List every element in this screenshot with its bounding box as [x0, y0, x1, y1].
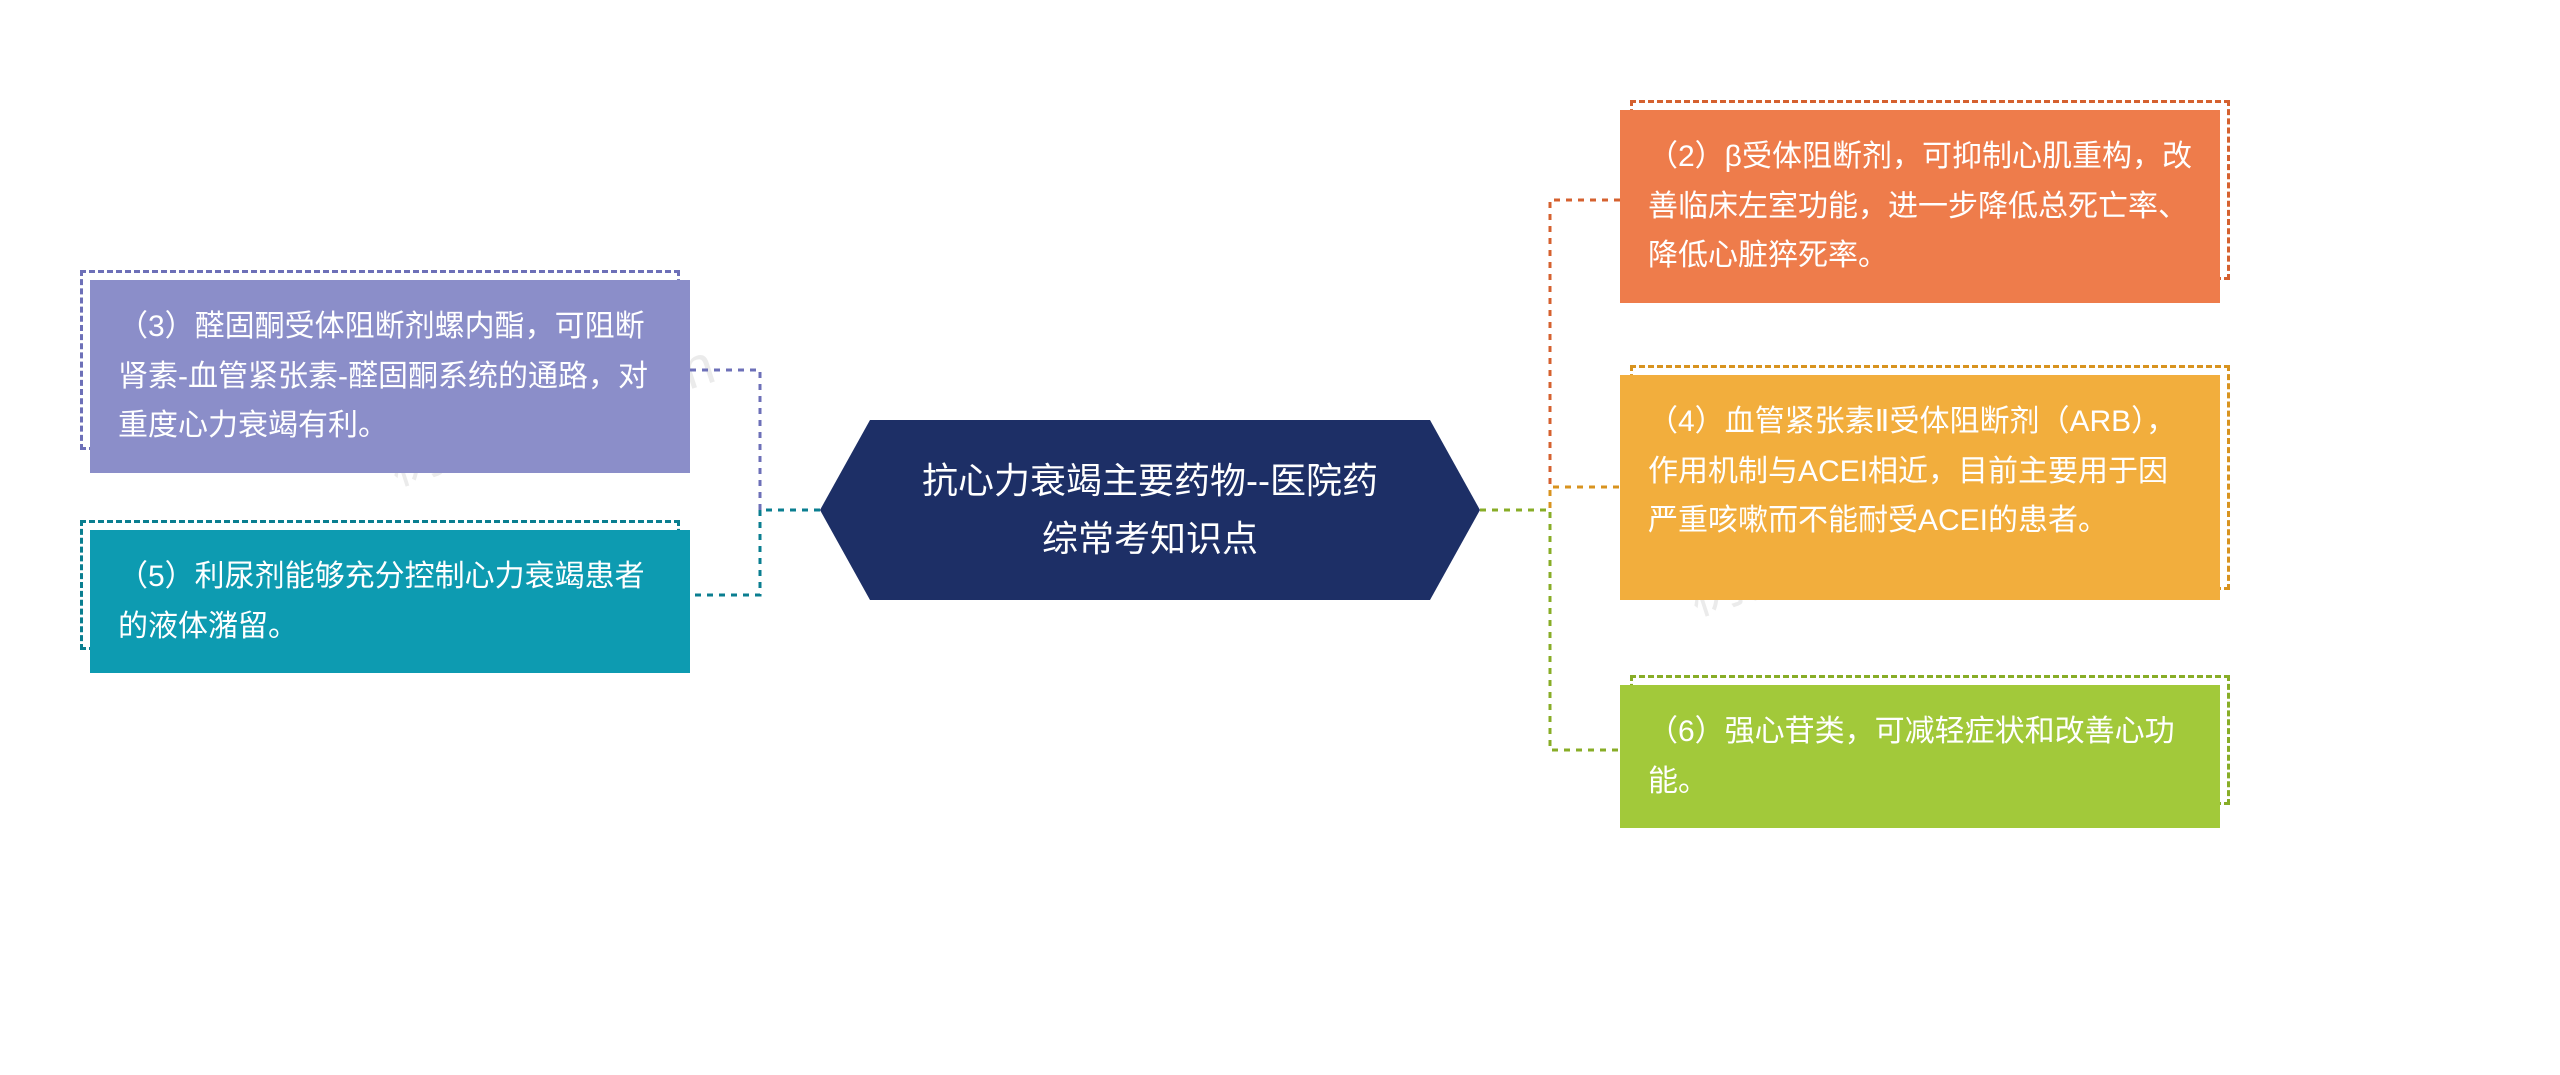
- mindmap-leaf-label: （2）β受体阻断剂，可抑制心肌重构，改善临床左室功能，进一步降低总死亡率、降低心…: [1648, 140, 2192, 272]
- mindmap-leaf: （5）利尿剂能够充分控制心力衰竭患者的液体潴留。: [90, 530, 690, 673]
- mindmap-root: 抗心力衰竭主要药物--医院药综常考知识点: [870, 420, 1430, 600]
- connector: [690, 370, 820, 510]
- connector: [690, 510, 820, 595]
- mindmap-leaf: （2）β受体阻断剂，可抑制心肌重构，改善临床左室功能，进一步降低总死亡率、降低心…: [1620, 110, 2220, 303]
- mindmap-leaf-label: （3）醛固酮受体阻断剂螺内酯，可阻断肾素-血管紧张素-醛固酮系统的通路，对重度心…: [118, 310, 648, 442]
- mindmap-root-label: 抗心力衰竭主要药物--医院药综常考知识点: [910, 452, 1390, 567]
- mindmap-leaf-label: （5）利尿剂能够充分控制心力衰竭患者的液体潴留。: [118, 560, 645, 643]
- connector: [1480, 510, 1620, 750]
- mindmap-leaf-label: （4）血管紧张素Ⅱ受体阻断剂（ARB），作用机制与ACEI相近，目前主要用于因严…: [1648, 405, 2176, 537]
- mindmap-leaf: （3）醛固酮受体阻断剂螺内酯，可阻断肾素-血管紧张素-醛固酮系统的通路，对重度心…: [90, 280, 690, 473]
- mindmap-leaf-label: （6）强心苷类，可减轻症状和改善心功能。: [1648, 715, 2175, 798]
- connector: [1480, 487, 1620, 510]
- mindmap-leaf: （4）血管紧张素Ⅱ受体阻断剂（ARB），作用机制与ACEI相近，目前主要用于因严…: [1620, 375, 2220, 600]
- mindmap-leaf: （6）强心苷类，可减轻症状和改善心功能。: [1620, 685, 2220, 828]
- connector: [1480, 200, 1620, 510]
